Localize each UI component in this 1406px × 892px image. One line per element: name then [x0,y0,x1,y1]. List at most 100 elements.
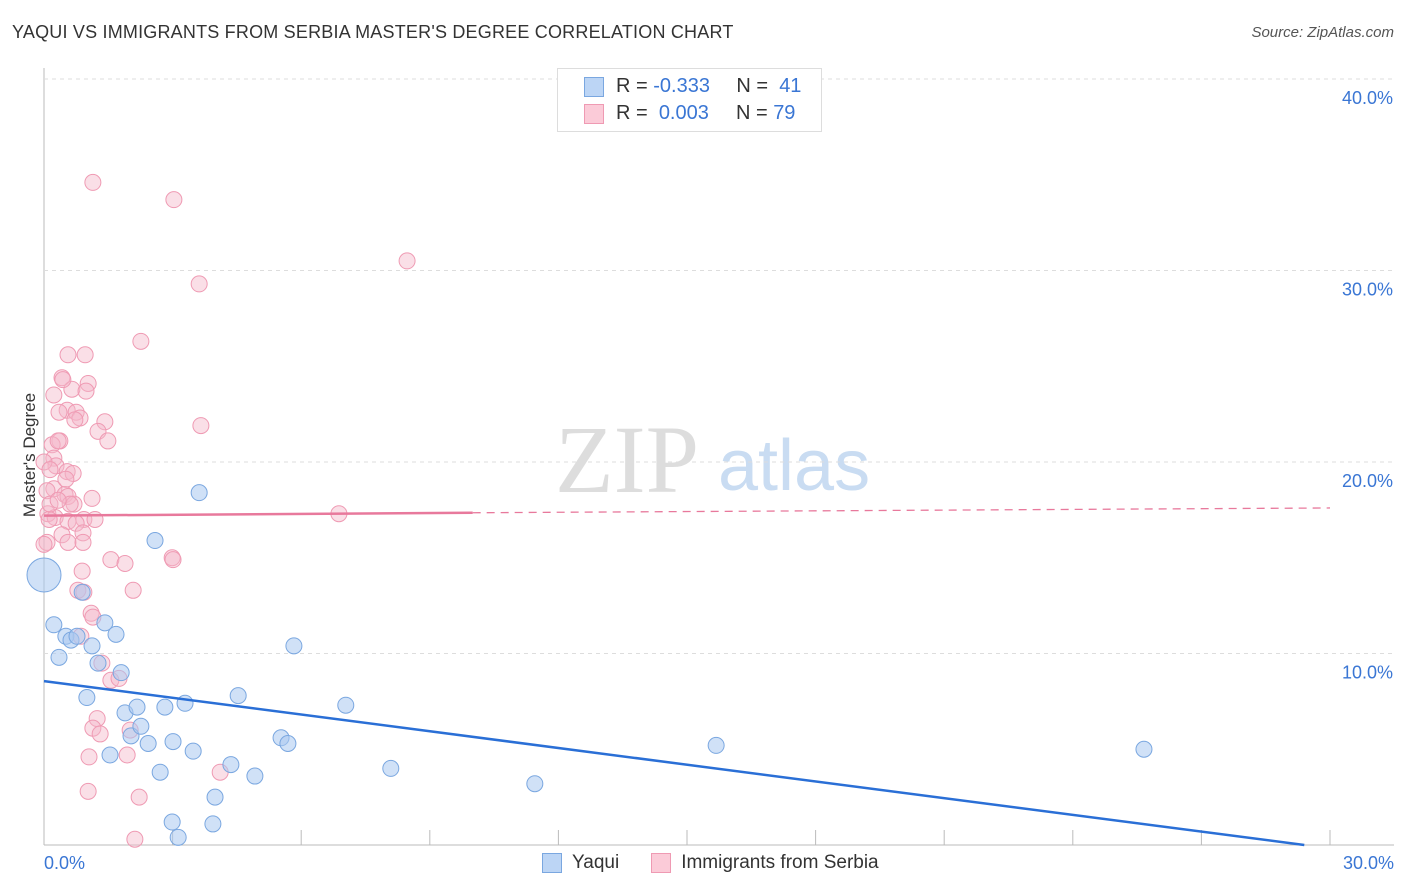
yaqui-point [184,742,202,760]
serbia-point [41,461,59,479]
source-label: Source: ZipAtlas.com [1251,24,1394,41]
serbia-point [77,382,95,400]
serbia-point [99,432,117,450]
yaqui-point [89,654,107,672]
serbia-swatch [651,853,672,873]
serbia-point [40,510,58,528]
yaqui-point [285,637,303,655]
serbia-point [49,432,67,450]
x-tick-label-min: 0.0% [44,853,85,873]
serbia-point [59,533,77,551]
serbia-point [50,403,68,421]
serbia-point [73,562,91,580]
serbia-point [91,725,109,743]
serbia-point [165,191,183,209]
r-value: 0.003 [658,102,709,124]
serbia-point [74,533,92,551]
r-label: R = [616,102,648,124]
yaqui-point [163,813,181,831]
serbia-point [57,470,75,488]
serbia-trend-line [43,511,473,517]
yaqui-point [101,746,119,764]
serbia-point [398,252,416,270]
yaqui-point [139,735,157,753]
yaqui-point [204,815,222,833]
yaqui-point [151,763,169,781]
serbia-point [96,413,114,431]
yaqui-point [26,557,62,593]
serbia-point [84,173,102,191]
serbia-point [63,380,81,398]
yaqui-point [337,696,355,714]
yaqui-point [526,775,544,793]
n-value: 41 [779,75,802,97]
n-label: N = [736,75,769,97]
serbia-point [74,524,92,542]
serbia-point [83,489,101,507]
serbia-trend-line-extension [472,507,1331,514]
serbia-point [86,510,104,528]
serbia-point [132,332,150,350]
serbia-point [49,491,67,509]
watermark-zip: ZIP [555,406,699,513]
serbia-point [46,509,64,527]
yaqui-point [83,637,101,655]
yaqui-point [382,759,400,777]
x-tick-label-max: 30.0% [1343,853,1394,873]
yaqui-point [169,828,187,846]
serbia-point [190,275,208,293]
yaqui-point [132,717,150,735]
yaqui-point [1135,740,1153,758]
serbia-point [126,830,144,848]
serbia-point [35,535,53,553]
r-label: R = [616,75,648,97]
serbia-point [118,746,136,764]
serbia-point [130,788,148,806]
serbia-point [79,782,97,800]
yaqui-point [156,698,174,716]
serbia-point [66,411,84,429]
y-tick-label: 10.0% [1342,663,1393,683]
yaqui-point [50,648,68,666]
y-tick-label: 20.0% [1342,471,1393,491]
n-value: 79 [773,102,796,124]
yaqui-point [190,484,208,502]
serbia-point [192,417,210,435]
yaqui-swatch [542,853,562,873]
yaqui-point [68,627,86,645]
y-tick-label: 30.0% [1342,280,1393,300]
chart-title: YAQUI VS IMMIGRANTS FROM SERBIA MASTER'S… [12,22,734,42]
serbia-point [116,554,134,572]
series-legend: Yaqui Immigrants from Serbia [542,852,879,874]
n-label: N = [735,102,768,124]
serbia-point [102,551,120,569]
yaqui-point [279,735,297,753]
yaqui-point [96,614,114,632]
y-tick-label: 40.0% [1342,88,1393,108]
yaqui-point [206,788,224,806]
yaqui-point [707,736,725,754]
yaqui-point [164,733,182,751]
yaqui-point [222,756,240,774]
serbia-point [45,386,63,404]
serbia-point [56,486,74,504]
serbia-point [54,371,72,389]
r-value: -0.333 [653,75,710,97]
serbia-point [164,551,182,569]
yaqui-point [107,625,125,643]
serbia-point [38,533,56,551]
watermark-atlas: atlas [718,426,870,506]
yaqui-point [45,616,63,634]
yaqui-point [246,767,264,785]
serbia-point [65,495,83,513]
yaqui-swatch [584,76,604,97]
serbia-swatch [584,103,604,124]
yaqui-point [78,689,96,707]
yaqui-point [229,687,247,705]
legend-serbia-label: Immigrants from Serbia [681,852,879,873]
serbia-point [59,346,77,364]
serbia-point [124,581,142,599]
legend-row-serbia: R = 0.003 N = 79 [584,102,795,125]
